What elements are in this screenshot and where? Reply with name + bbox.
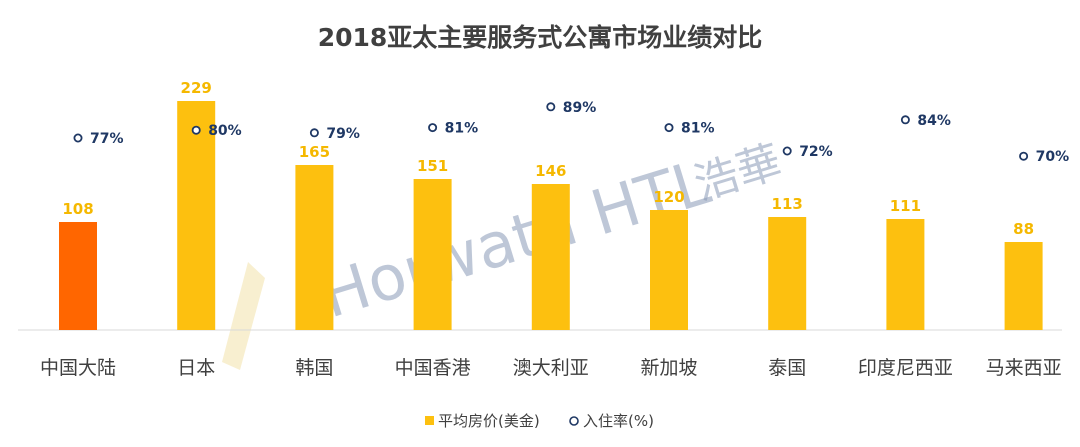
bar-value-label: 88 [1013, 220, 1034, 238]
chart-title: 2018亚太主要服务式公寓市场业绩对比 [318, 23, 763, 52]
bar-value-label: 120 [653, 188, 684, 206]
occupancy-label: 84% [917, 113, 951, 129]
occupancy-label: 77% [90, 131, 124, 147]
category-label: 澳大利亚 [513, 357, 589, 379]
legend-bar-label: 平均房价(美金) [438, 412, 540, 430]
category-label: 中国香港 [395, 357, 471, 379]
category-label: 马来西亚 [986, 357, 1062, 379]
occupancy-marker [73, 133, 83, 143]
bar-value-label: 108 [62, 200, 93, 218]
bar [59, 222, 97, 330]
bar [768, 217, 807, 330]
bar-value-label: 165 [299, 143, 330, 161]
occupancy-label: 70% [1036, 149, 1070, 165]
bar [650, 210, 688, 330]
occupancy-marker [191, 125, 201, 135]
occupancy-marker [309, 128, 319, 138]
occupancy-label: 81% [445, 121, 479, 137]
legend-occupancy-swatch [569, 416, 579, 426]
occupancy-label: 81% [681, 121, 715, 137]
category-label: 日本 [177, 357, 215, 379]
occupancy-marker [782, 146, 792, 156]
category-label: 新加坡 [640, 357, 697, 379]
occupancy-label: 89% [563, 100, 597, 116]
x-axis-tick-labels: 中国大陆 日本 韩国 中国香港 澳大利亚 新加坡 泰国 印度尼西亚 马来西亚 [40, 357, 1062, 379]
bar-value-label: 113 [772, 195, 803, 213]
bar [295, 165, 334, 330]
occupancy-label: 80% [208, 123, 242, 139]
occupancy-label: 79% [326, 126, 360, 142]
occupancy-marker [900, 115, 910, 125]
category-label: 中国大陆 [40, 357, 116, 379]
legend: 平均房价(美金) 入住率(%) [425, 412, 654, 430]
bar [177, 101, 216, 330]
bar-value-labels: 108 229 165 151 146 120 113 111 88 [62, 79, 1034, 238]
occupancy-series: 77% 80% 79% 81% 89% 81% 72% 84% 70% [73, 100, 1070, 165]
bar-series [59, 101, 1043, 330]
bar [413, 179, 452, 330]
occupancy-marker [546, 102, 556, 112]
bar-value-label: 151 [417, 157, 448, 175]
bar-value-label: 146 [535, 162, 566, 180]
occupancy-label: 72% [799, 144, 833, 160]
category-label: 韩国 [295, 357, 333, 379]
bar [531, 184, 570, 330]
watermark-logo-shape [222, 262, 265, 370]
category-label: 泰国 [768, 357, 806, 379]
legend-occupancy-label: 入住率(%) [583, 412, 654, 430]
bar-value-label: 229 [181, 79, 212, 97]
occupancy-marker [428, 123, 438, 133]
occupancy-marker [664, 123, 674, 133]
occupancy-marker [1019, 151, 1029, 161]
legend-bar-swatch [425, 416, 434, 425]
bar [1004, 242, 1043, 330]
category-label: 印度尼西亚 [858, 357, 953, 379]
bar-value-label: 111 [890, 197, 921, 215]
bar [886, 219, 925, 330]
